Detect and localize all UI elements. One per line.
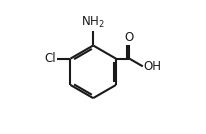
Text: OH: OH <box>144 60 162 73</box>
Text: O: O <box>125 31 134 44</box>
Text: Cl: Cl <box>44 52 56 65</box>
Text: NH$_2$: NH$_2$ <box>81 15 105 30</box>
